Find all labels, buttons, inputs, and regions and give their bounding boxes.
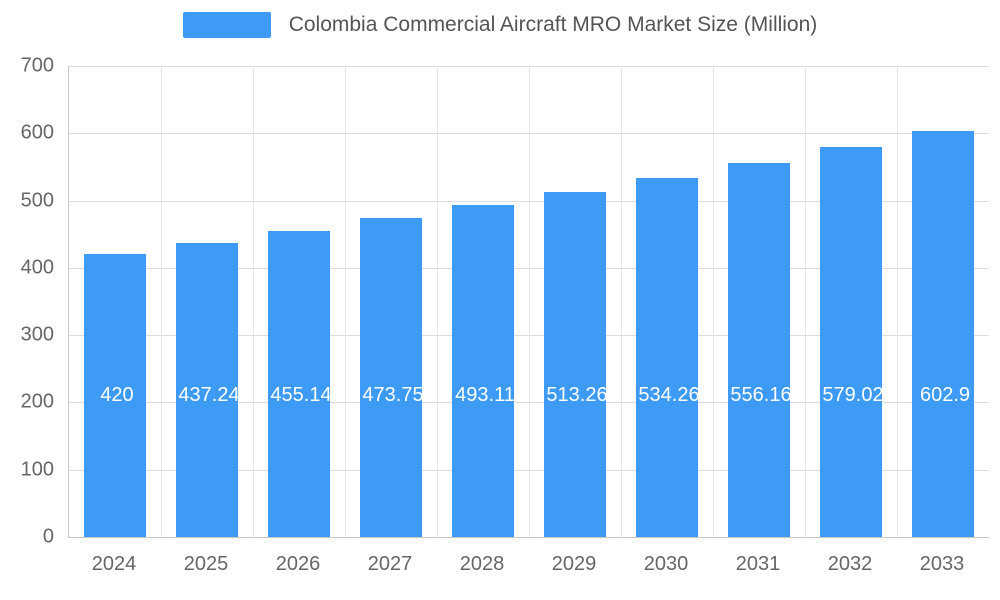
bar-value-label: 437.24 [178, 384, 240, 407]
gridline-vertical [161, 66, 162, 537]
x-axis-tick-label: 2033 [919, 553, 965, 575]
gridline-vertical [253, 66, 254, 537]
bar-value-label: 513.26 [546, 384, 608, 407]
x-axis-tick-label: 2025 [183, 553, 229, 575]
y-axis-tick-label: 0 [42, 525, 54, 548]
legend-label: Colombia Commercial Aircraft MRO Market … [288, 13, 818, 36]
x-axis-tick-label: 2032 [827, 553, 873, 575]
bar[interactable] [452, 205, 514, 537]
x-axis-tick-label: 2027 [367, 553, 413, 575]
gridline-vertical [345, 66, 346, 537]
y-axis-tick-labels: 0 100 200 300 400 500 600 700 [0, 55, 54, 548]
gridline-vertical [713, 66, 714, 537]
y-axis-tick-label: 200 [20, 390, 54, 413]
x-axis-tick-label: 2026 [275, 553, 321, 575]
bar[interactable] [912, 131, 974, 537]
bar-value-label: 534.26 [638, 384, 700, 407]
y-axis-tick-label: 400 [20, 256, 54, 279]
gridline-vertical [529, 66, 530, 537]
bar[interactable] [176, 242, 238, 537]
plot-area: 420 437.24 455.14 473.75 493.11 513.26 534.26 5… [68, 66, 989, 538]
legend-item-series-1[interactable]: Colombia Commercial Aircraft MRO Market … [182, 12, 818, 38]
bar-value-label: 602.9 [919, 384, 971, 407]
gridline-vertical [621, 66, 622, 537]
bar[interactable] [728, 162, 790, 537]
y-axis-tick-label: 300 [20, 323, 54, 346]
x-axis-tick-label: 2030 [643, 553, 689, 575]
gridline-vertical [897, 66, 898, 537]
bar-value-label: 579.02 [822, 384, 884, 407]
gridline-vertical [437, 66, 438, 537]
x-axis-tick-label: 2028 [459, 553, 505, 575]
chart-legend: Colombia Commercial Aircraft MRO Market … [0, 12, 1000, 38]
x-axis-tick-label: 2029 [551, 553, 597, 575]
x-axis-tick-label: 2031 [735, 553, 781, 575]
bar[interactable] [544, 191, 606, 537]
bar-value-label: 473.75 [362, 384, 424, 407]
y-axis-tick-label: 500 [20, 189, 54, 212]
bar[interactable] [268, 230, 330, 537]
bar-series: 420 437.24 455.14 473.75 493.11 513.26 534.26 5… [69, 66, 989, 537]
gridline-vertical [805, 66, 806, 537]
y-axis-tick-label: 100 [20, 458, 54, 481]
bar-value-label: 455.14 [270, 384, 332, 407]
bar-value-label: 420 [100, 384, 134, 407]
legend-color-swatch [182, 12, 271, 38]
bar[interactable] [820, 147, 882, 537]
bar[interactable] [84, 254, 146, 537]
x-axis-tick-labels: 2024 2025 2026 2027 2028 2029 2030 2031 2032 2033 [68, 545, 988, 585]
x-axis-tick-label: 2024 [91, 553, 137, 575]
bar-value-label: 493.11 [455, 384, 515, 407]
y-axis-tick-label: 600 [20, 121, 54, 144]
bar[interactable] [360, 218, 422, 537]
bar-value-label: 556.16 [730, 384, 792, 407]
y-axis-tick-label: 700 [20, 54, 54, 77]
bar[interactable] [636, 177, 698, 537]
